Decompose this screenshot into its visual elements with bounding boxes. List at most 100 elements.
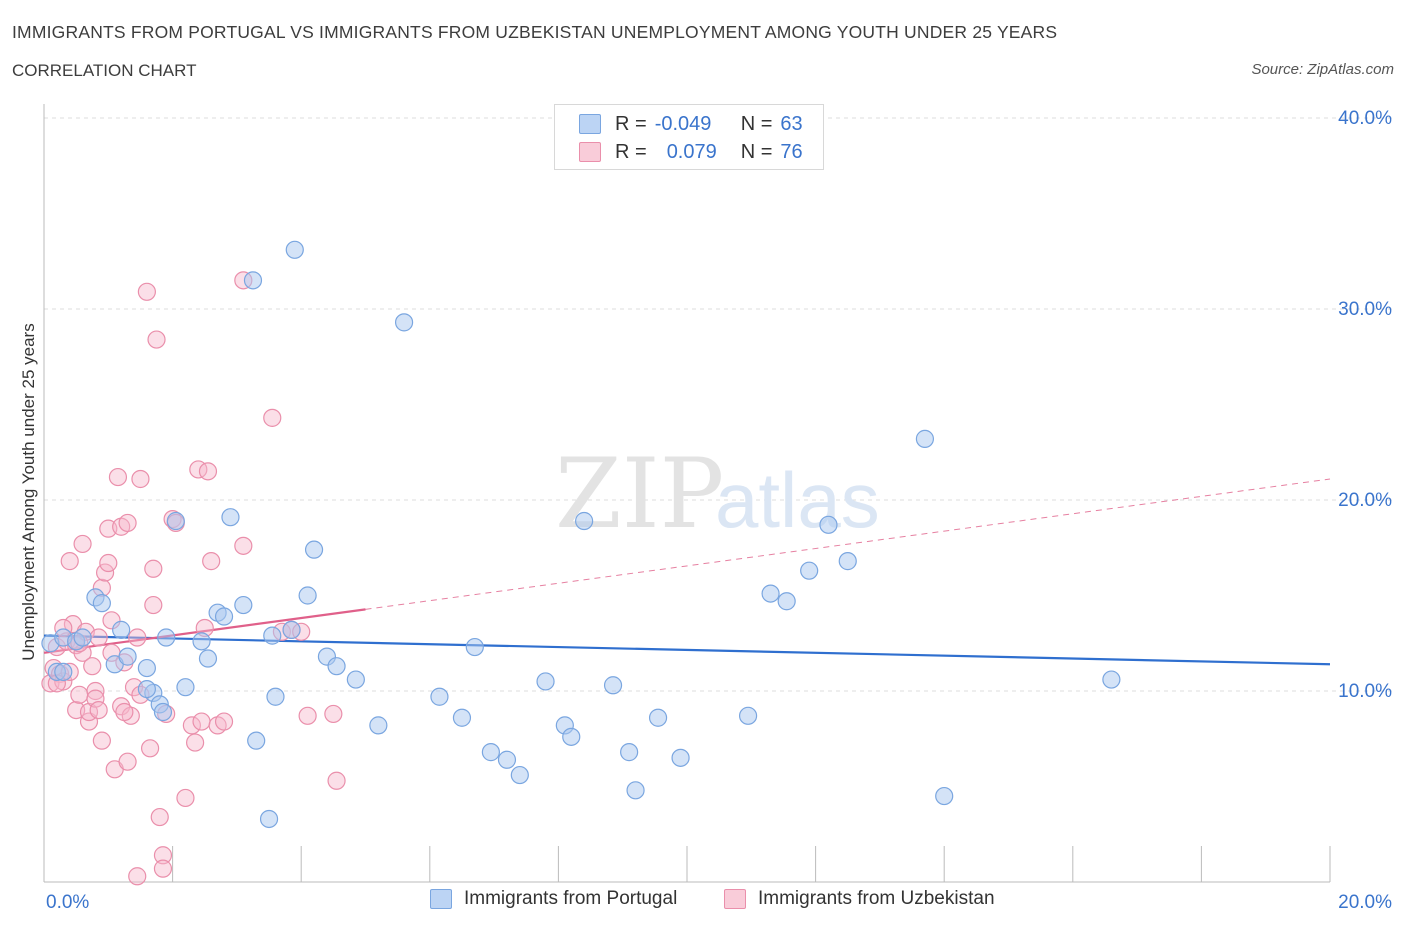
uzbekistan-point: [89, 628, 108, 647]
portugal-point: [92, 594, 111, 613]
uzbekistan-point: [86, 689, 105, 708]
uzbekistan-point: [298, 706, 317, 725]
zipatlas-watermark: ZIP atlas: [555, 438, 880, 550]
portugal-point: [838, 552, 857, 571]
portugal-point: [137, 658, 156, 678]
uzbekistan-point: [83, 657, 102, 676]
legend-r-value: -0.049: [654, 112, 712, 135]
x-tick-label: 0.0%: [46, 892, 89, 913]
portugal-point: [285, 240, 304, 259]
portugal-point: [259, 809, 279, 829]
series-legend-portugal: Immigrants from Portugal: [430, 888, 677, 910]
portugal-point: [761, 584, 780, 603]
uzbekistan-point: [86, 681, 105, 701]
portugal-point: [166, 511, 185, 531]
uzbekistan-point: [73, 534, 92, 554]
portugal-point: [282, 620, 301, 639]
legend-r-label: R =: [615, 112, 647, 135]
chart-subtitle: CORRELATION CHART: [12, 61, 197, 80]
portugal-point: [73, 628, 92, 647]
portugal-point: [263, 626, 282, 645]
uzbekistan-point: [128, 867, 147, 886]
portugal-point: [575, 511, 594, 531]
portugal-point: [298, 586, 317, 605]
portugal-point: [243, 271, 263, 290]
uzbekistan-swatch: [579, 142, 601, 162]
tick-labels: 10.0% 20.0% 30.0% 40.0% 0.0% 20.0%: [46, 108, 1392, 913]
portugal-point: [536, 672, 555, 691]
portugal-point: [452, 708, 472, 727]
portugal-point: [626, 781, 645, 800]
portugal-point: [671, 748, 690, 767]
portugal-point: [137, 679, 156, 699]
source-credit: Source: ZipAtlas.com: [1251, 61, 1394, 78]
watermark-atlas: atlas: [715, 456, 880, 544]
uzbekistan-point: [192, 712, 211, 731]
portugal-point: [394, 313, 414, 332]
portugal-swatch: [579, 114, 601, 134]
portugal-point: [620, 743, 639, 762]
portugal-point: [562, 727, 581, 746]
uzbekistan-point: [60, 552, 79, 571]
uzbekistan-point: [186, 733, 205, 752]
uzbekistan-point: [198, 462, 218, 481]
y-tick-label: 30.0%: [1338, 299, 1392, 320]
portugal-point: [247, 731, 266, 750]
legend-row-uzbekistan: R = 0.079 N = 76: [579, 139, 803, 165]
uzbekistan-point: [95, 563, 115, 582]
x-tick-label: 20.0%: [1338, 892, 1392, 913]
data-points: [41, 240, 1121, 886]
portugal-point: [153, 702, 173, 722]
uzbekistan-point: [153, 846, 173, 865]
portugal-point: [465, 637, 484, 657]
uzbekistan-point: [99, 553, 118, 573]
uzbekistan-point: [128, 628, 147, 647]
portugal-point: [915, 429, 935, 448]
portugal-point: [192, 632, 211, 651]
legend-n-value: 63: [780, 112, 803, 135]
portugal-point: [800, 561, 819, 580]
uzbekistan-point: [144, 595, 163, 615]
portugal-point: [497, 750, 517, 769]
uzbekistan-point: [153, 859, 173, 878]
portugal-point: [346, 670, 365, 689]
portugal-point: [234, 595, 253, 615]
chart-title: IMMIGRANTS FROM PORTUGAL VS IMMIGRANTS F…: [12, 22, 1058, 42]
watermark-zip: ZIP: [555, 438, 724, 550]
portugal-legend-swatch: [430, 889, 452, 909]
uzbekistan-point: [147, 330, 166, 349]
axes: [43, 104, 1331, 883]
stats-legend: R = -0.049 N = 63 R = 0.079 N = 76: [554, 104, 824, 170]
uzbekistan-point: [144, 559, 163, 578]
portugal-point: [481, 743, 500, 762]
legend-n-value: 76: [780, 140, 803, 163]
uzbekistan-point: [263, 408, 282, 427]
uzbekistan-point: [140, 739, 160, 758]
portugal-point: [648, 708, 668, 727]
uzbekistan-legend-label: Immigrants from Uzbekistan: [758, 888, 995, 909]
uzbekistan-point: [118, 513, 137, 533]
legend-r-value: 0.079: [666, 140, 717, 163]
portugal-point: [304, 540, 324, 559]
uzbekistan-point: [137, 282, 156, 301]
portugal-point: [214, 607, 234, 626]
portugal-point: [738, 706, 758, 725]
uzbekistan-point: [118, 752, 137, 771]
uzbekistan-point: [214, 712, 234, 731]
portugal-point: [112, 620, 131, 639]
portugal-point: [221, 508, 240, 527]
uzbekistan-trendline-extension: [365, 478, 1331, 610]
portugal-point: [430, 687, 449, 706]
uzbekistan-point: [234, 536, 253, 555]
uzbekistan-point: [89, 700, 108, 720]
legend-row-portugal: R = -0.049 N = 63: [579, 111, 803, 137]
portugal-point: [935, 786, 954, 806]
y-tick-label: 20.0%: [1338, 490, 1392, 511]
uzbekistan-point: [115, 702, 134, 722]
y-tick-label: 40.0%: [1338, 108, 1392, 129]
portugal-point: [1102, 670, 1121, 689]
uzbekistan-point: [202, 552, 221, 571]
legend-n-label: N =: [740, 112, 773, 135]
uzbekistan-point: [112, 697, 131, 716]
